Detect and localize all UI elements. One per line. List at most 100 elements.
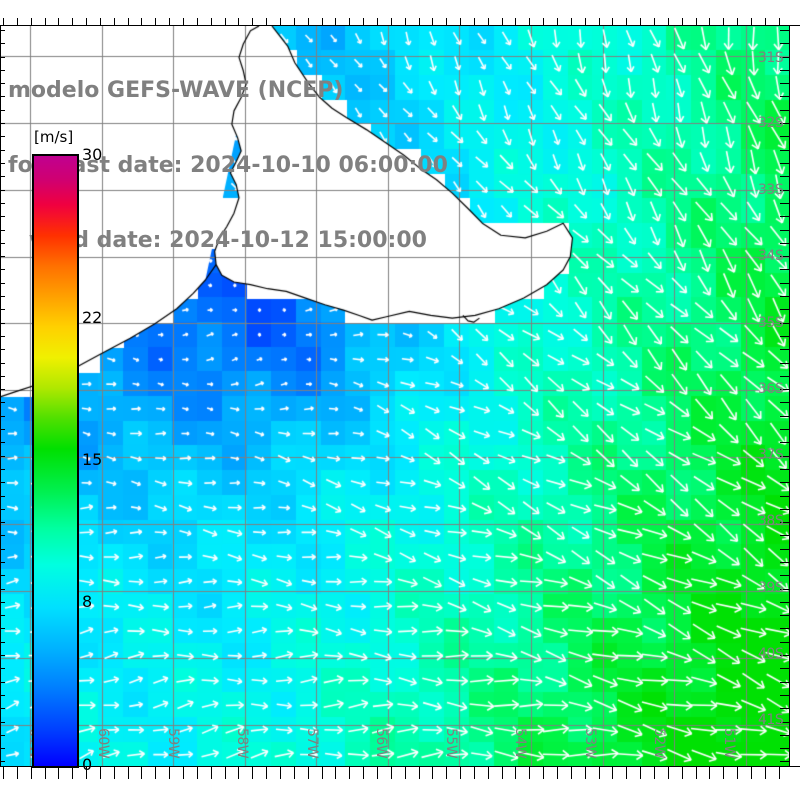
- tick-right: [780, 283, 790, 284]
- tick-right: [780, 336, 790, 337]
- tick-bottom: [183, 767, 184, 779]
- tick-bottom: [266, 767, 267, 779]
- tick-left: [0, 722, 5, 723]
- tick-left: [0, 216, 5, 217]
- tick-left: [0, 123, 5, 124]
- tick-right: [780, 70, 790, 71]
- tick-right: [780, 695, 790, 696]
- longitude-label: 51W: [721, 728, 737, 759]
- tick-left: [0, 708, 5, 709]
- tick-right: [780, 642, 790, 643]
- axis-top: [0, 25, 800, 26]
- tick-bottom: [335, 767, 336, 779]
- tick-right: [780, 575, 790, 576]
- tick-left: [0, 615, 5, 616]
- longitude-label: 59W: [165, 728, 181, 759]
- tick-left: [0, 575, 5, 576]
- tick-top: [432, 18, 433, 25]
- tick-left: [0, 376, 5, 377]
- tick-top: [668, 18, 669, 25]
- tick-bottom: [571, 767, 572, 779]
- tick-bottom: [363, 767, 364, 779]
- tick-bottom: [529, 767, 530, 779]
- tick-bottom: [709, 767, 710, 779]
- tick-right: [780, 376, 790, 377]
- tick-top: [308, 18, 309, 25]
- tick-bottom: [114, 767, 115, 779]
- tick-top: [723, 18, 724, 25]
- tick-right: [780, 190, 790, 191]
- tick-top: [654, 18, 655, 25]
- longitude-label: 60W: [95, 728, 111, 759]
- tick-top: [349, 18, 350, 25]
- tick-bottom: [100, 767, 101, 779]
- tick-bottom: [432, 767, 433, 779]
- tick-bottom: [765, 767, 766, 779]
- tick-bottom: [626, 767, 627, 779]
- latitude-label: 38S: [758, 513, 784, 529]
- tick-top: [238, 18, 239, 25]
- tick-right: [780, 203, 790, 204]
- tick-left: [0, 176, 5, 177]
- tick-left: [0, 230, 5, 231]
- tick-bottom: [322, 767, 323, 779]
- tick-bottom: [585, 767, 586, 779]
- tick-right: [780, 748, 790, 749]
- tick-bottom: [515, 767, 516, 779]
- tick-right: [780, 83, 790, 84]
- tick-top: [280, 18, 281, 25]
- tick-bottom: [474, 767, 475, 779]
- wind-field-canvas: [0, 26, 790, 766]
- tick-right: [780, 562, 790, 563]
- tick-top: [322, 18, 323, 25]
- latitude-label: 36S: [758, 381, 784, 397]
- tick-left: [0, 522, 5, 523]
- tick-top: [446, 18, 447, 25]
- tick-bottom: [460, 767, 461, 779]
- tick-top: [709, 18, 710, 25]
- tick-right: [780, 589, 790, 590]
- tick-bottom: [141, 767, 142, 779]
- tick-top: [460, 18, 461, 25]
- tick-left: [0, 163, 5, 164]
- tick-top: [45, 18, 46, 25]
- tick-right: [780, 296, 790, 297]
- tick-right: [780, 522, 790, 523]
- tick-bottom: [211, 767, 212, 779]
- tick-right: [780, 57, 790, 58]
- tick-left: [0, 30, 5, 31]
- tick-right: [780, 136, 790, 137]
- tick-right: [780, 163, 790, 164]
- tick-bottom: [252, 767, 253, 779]
- tick-top: [571, 18, 572, 25]
- tick-left: [0, 695, 5, 696]
- tick-right: [780, 456, 790, 457]
- latitude-label: 39S: [758, 580, 784, 596]
- tick-top: [252, 18, 253, 25]
- tick-bottom: [682, 767, 683, 779]
- tick-top: [557, 18, 558, 25]
- tick-bottom: [128, 767, 129, 779]
- tick-left: [0, 57, 5, 58]
- tick-top: [682, 18, 683, 25]
- tick-left: [0, 269, 5, 270]
- tick-right: [780, 30, 790, 31]
- tick-bottom: [197, 767, 198, 779]
- tick-right: [780, 43, 790, 44]
- tick-left: [0, 83, 5, 84]
- tick-left: [0, 110, 5, 111]
- tick-left: [0, 668, 5, 669]
- tick-right: [780, 628, 790, 629]
- tick-right: [780, 389, 790, 390]
- tick-bottom: [349, 767, 350, 779]
- tick-bottom: [391, 767, 392, 779]
- latitude-label: 34S: [758, 248, 784, 264]
- tick-left: [0, 243, 5, 244]
- tick-right: [780, 110, 790, 111]
- longitude-label: 55W: [443, 728, 459, 759]
- tick-left: [0, 509, 5, 510]
- tick-right: [780, 482, 790, 483]
- tick-bottom: [294, 767, 295, 779]
- tick-right: [780, 442, 790, 443]
- tick-top: [488, 18, 489, 25]
